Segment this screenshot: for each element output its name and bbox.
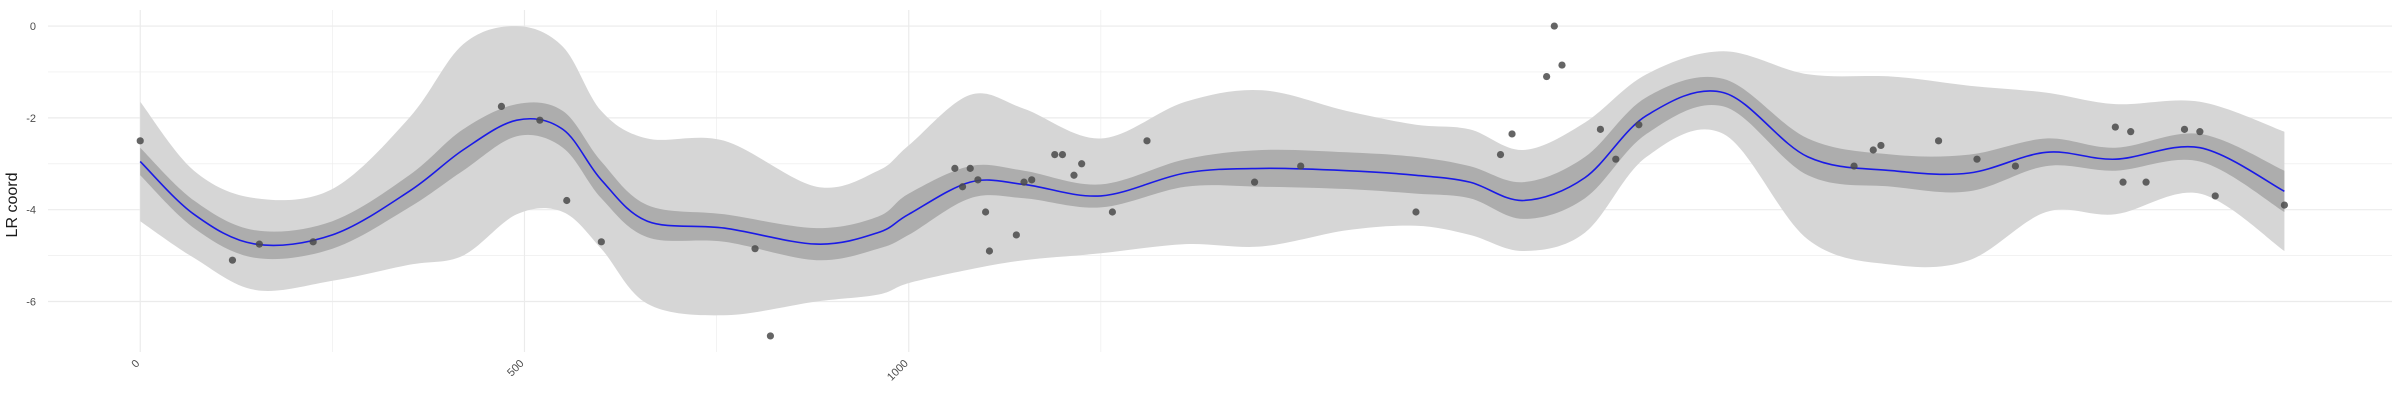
data-point xyxy=(1250,178,1259,186)
inner-confidence-band xyxy=(140,76,2285,261)
data-point xyxy=(1020,178,1028,186)
data-point xyxy=(1070,171,1078,179)
data-point xyxy=(2280,201,2289,209)
data-point xyxy=(1877,141,1885,150)
data-point xyxy=(766,332,775,340)
y-tick-label: 0 xyxy=(30,21,36,33)
inner-band-area xyxy=(140,76,2285,261)
y-axis-title: LR coord xyxy=(4,173,21,238)
x-tick-label: 500 xyxy=(505,358,526,379)
x-tick-label: 1000 xyxy=(885,358,911,384)
data-point xyxy=(255,240,263,248)
data-point xyxy=(751,245,759,253)
data-points xyxy=(136,22,2289,340)
data-point xyxy=(1051,151,1059,159)
data-point xyxy=(2180,125,2189,133)
data-point xyxy=(2111,123,2119,131)
x-axis-ticks: 0 500 1000 xyxy=(130,358,911,384)
data-point xyxy=(228,256,237,264)
data-point xyxy=(1028,176,1036,184)
data-point xyxy=(2211,192,2219,200)
data-point xyxy=(1612,155,1620,163)
fitted-curve xyxy=(139,90,2285,247)
data-point xyxy=(2142,178,2150,186)
data-point xyxy=(1543,72,1551,81)
data-point xyxy=(1297,162,1305,170)
data-point xyxy=(985,247,994,255)
data-point xyxy=(1058,151,1067,159)
y-tick-label: -2 xyxy=(26,113,36,125)
data-point xyxy=(136,137,144,145)
data-point xyxy=(1973,155,1981,163)
data-point xyxy=(1078,160,1086,168)
data-point xyxy=(1496,151,1505,159)
data-point xyxy=(536,116,544,124)
x-tick-label: 0 xyxy=(130,358,143,371)
data-point xyxy=(1850,162,1858,170)
data-point xyxy=(1869,146,1877,154)
data-point xyxy=(2127,128,2135,136)
y-axis-ticks: 0 -2 -4 -6 xyxy=(26,21,36,308)
data-point xyxy=(2011,162,2020,170)
data-point xyxy=(974,176,982,184)
data-point xyxy=(2119,178,2127,186)
data-point xyxy=(1108,208,1117,216)
data-point xyxy=(1934,137,1943,145)
data-point xyxy=(1635,121,1643,129)
data-point xyxy=(1596,125,1605,133)
data-point xyxy=(309,238,317,246)
data-point xyxy=(497,102,506,111)
data-point xyxy=(1558,61,1566,69)
data-point xyxy=(2196,128,2204,136)
data-point xyxy=(1012,231,1020,239)
data-point xyxy=(563,196,571,205)
data-point xyxy=(1143,137,1151,145)
data-point xyxy=(951,164,959,172)
y-tick-label: -4 xyxy=(26,205,36,217)
data-point xyxy=(966,164,974,172)
data-point xyxy=(1412,208,1420,216)
data-point xyxy=(982,208,990,216)
data-point xyxy=(1508,130,1516,138)
data-point xyxy=(1550,22,1558,30)
y-tick-label: -6 xyxy=(26,297,36,309)
fit-line-path xyxy=(139,90,2285,247)
data-point xyxy=(597,238,605,246)
data-point xyxy=(958,183,967,191)
